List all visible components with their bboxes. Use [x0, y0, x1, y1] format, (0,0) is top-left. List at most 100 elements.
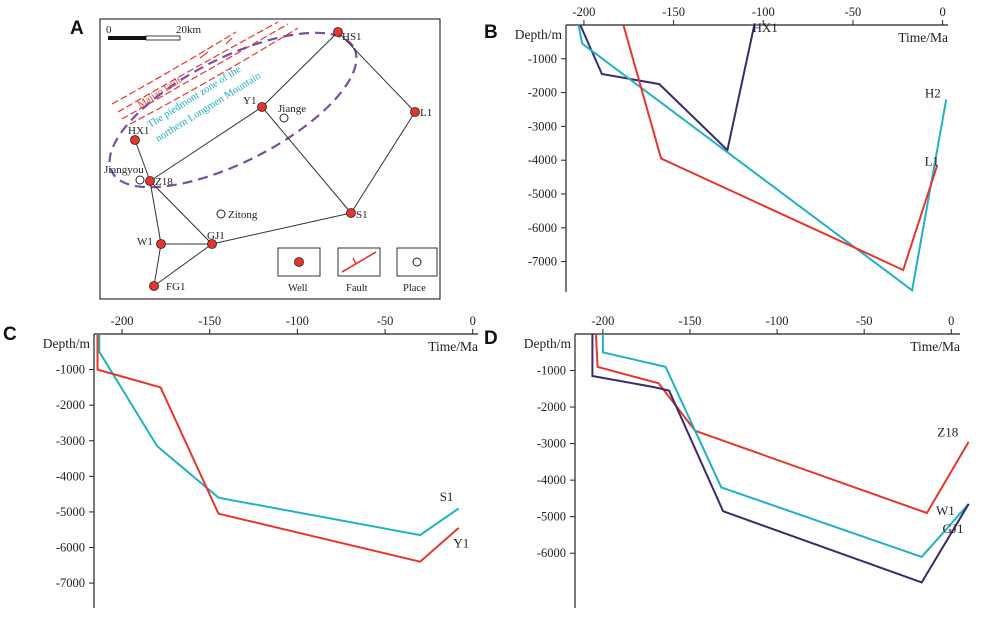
chart-b-y-tick-label: -5000	[528, 187, 557, 201]
well-marker-w1	[156, 239, 166, 249]
chart-b-y-tick-label: -1000	[528, 52, 557, 66]
chart-d-x-tick-label: -150	[679, 314, 702, 328]
chart-d-x-axis-title: Time/Ma	[910, 339, 960, 354]
chart-d-series-label-w1: W1	[936, 503, 955, 518]
well-marker-fg1	[149, 281, 159, 291]
chart-b-y-tick-label: -7000	[528, 255, 557, 269]
well-marker-hx1	[130, 135, 140, 145]
panel-letter-b: B	[484, 22, 498, 43]
burial-chart-d: -200 -150 -100 -50 0 -1000 -2000 -3000 -4000 -500…	[524, 314, 970, 608]
chart-b-series-label-l1: L1	[925, 153, 939, 168]
burial-chart-b: -200 -150 -100 -50 0 -1000 -2000 -3000 -4000 -500…	[515, 5, 948, 293]
chart-d-y-tick-label: -6000	[537, 546, 566, 560]
well-marker-gj1	[207, 239, 217, 249]
place-marker-jiangyou	[135, 175, 145, 185]
chart-d-y-tick-label: -5000	[537, 510, 566, 524]
chart-c-series-label-y1: Y1	[453, 536, 469, 551]
chart-b-y-axis-title: Depth/m	[515, 27, 563, 42]
chart-d-x-tick-label: -200	[591, 314, 614, 328]
well-marker-z18	[145, 176, 155, 186]
legend-place-icon	[412, 257, 422, 267]
well-label-fg1: FG1	[166, 281, 186, 293]
place-label-jiange: Jiange	[278, 103, 306, 115]
well-label-z18: Z18	[155, 176, 173, 188]
well-label-l1: L1	[420, 107, 432, 119]
chart-b-x-axis-title: Time/Ma	[898, 30, 948, 45]
legend-well-icon	[294, 257, 304, 267]
chart-b-y-tick-label: -3000	[528, 119, 557, 133]
chart-d-y-tick-label: -4000	[537, 473, 566, 487]
chart-c-series-label-s1: S1	[440, 489, 454, 504]
chart-b-y-tick-label: -4000	[528, 153, 557, 167]
chart-c-x-tick-label: 0	[470, 314, 476, 328]
chart-b-x-tick-label: -150	[662, 5, 685, 19]
map-legend: Well Fault Place	[277, 247, 438, 294]
chart-d-y-tick-label: -1000	[537, 364, 566, 378]
chart-b-y-tick-label: -6000	[528, 221, 557, 235]
well-marker-l1	[410, 107, 420, 117]
chart-b-series-hx1	[579, 24, 756, 153]
chart-d-series-z18	[594, 333, 970, 515]
chart-d-x-tick-label: -100	[766, 314, 789, 328]
place-label-jiangyou: Jiangyou	[104, 164, 144, 176]
places	[135, 113, 289, 219]
chart-c-x-axis-title: Time/Ma	[428, 339, 478, 354]
chart-b-series-label-hx1: HX1	[753, 20, 778, 35]
majiao-fault	[111, 21, 299, 125]
chart-c-y-tick-label: -1000	[56, 363, 85, 377]
wells	[130, 27, 420, 291]
chart-b-x-tick-label: 0	[939, 5, 945, 19]
chart-c-series-y1	[96, 334, 460, 563]
chart-b-series-h2	[577, 24, 948, 293]
well-marker-y1	[257, 102, 267, 112]
chart-b-y-tick-label: -2000	[528, 86, 557, 100]
chart-c-x-tick-label: -150	[198, 314, 221, 328]
chart-d-series-w1	[601, 334, 970, 559]
panel-letter-c: C	[3, 324, 17, 345]
place-marker-zitong	[216, 209, 226, 219]
scale-start-label: 0	[106, 24, 112, 36]
chart-d-x-tick-label: 0	[948, 314, 954, 328]
map-frame	[99, 18, 441, 300]
well-label-w1: W1	[137, 236, 153, 248]
well-marker-hs1	[333, 27, 343, 37]
chart-d-y-axis-title: Depth/m	[524, 336, 572, 351]
chart-b-series-l1	[622, 24, 939, 272]
chart-b-x-tick-label: -100	[752, 5, 775, 19]
chart-c-x-tick-label: -200	[111, 314, 134, 328]
chart-d-x-tick-label: -50	[856, 314, 873, 328]
chart-d-series-label-gj1: GJ1	[943, 521, 964, 536]
chart-d-series-label-z18: Z18	[937, 424, 958, 439]
chart-c-y-tick-label: -5000	[56, 505, 85, 519]
well-label-s1: S1	[356, 209, 368, 221]
chart-c-x-tick-label: -50	[377, 314, 394, 328]
chart-c-x-tick-label: -100	[286, 314, 309, 328]
panel-letter-d: D	[484, 328, 498, 349]
legend-label-well: Well	[288, 283, 308, 294]
place-marker-jiange	[279, 113, 289, 123]
chart-c-y-tick-label: -7000	[56, 576, 85, 590]
map-scale-bar: 0 20km	[106, 24, 202, 41]
well-label-y1: Y1	[243, 95, 256, 107]
chart-b-x-tick-label: -200	[572, 5, 595, 19]
chart-b-x-tick-label: -50	[845, 5, 862, 19]
legend-fault-icon	[341, 251, 377, 273]
chart-c-y-tick-label: -6000	[56, 541, 85, 555]
well-location-map: 0 20km Majiao fault The piedmont zone of…	[99, 18, 441, 300]
chart-d-series-gj1	[591, 334, 970, 584]
legend-label-fault: Fault	[346, 283, 368, 294]
legend-label-place: Place	[403, 283, 426, 294]
place-label-zitong: Zitong	[228, 209, 258, 221]
well-label-hx1: HX1	[128, 125, 149, 137]
chart-c-y-tick-label: -2000	[56, 398, 85, 412]
panel-letter-a: A	[70, 18, 84, 39]
chart-c-y-axis-title: Depth/m	[43, 336, 91, 351]
well-connection-lines	[134, 31, 416, 287]
chart-d-y-tick-label: -3000	[537, 437, 566, 451]
well-label-gj1: GJ1	[207, 230, 225, 242]
burial-chart-c: -200 -150 -100 -50 0 -1000 -2000 -3000 -4000 -500…	[43, 314, 478, 608]
chart-c-y-tick-label: -4000	[56, 469, 85, 483]
chart-c-y-tick-label: -3000	[56, 434, 85, 448]
scale-end-label: 20km	[176, 24, 202, 36]
